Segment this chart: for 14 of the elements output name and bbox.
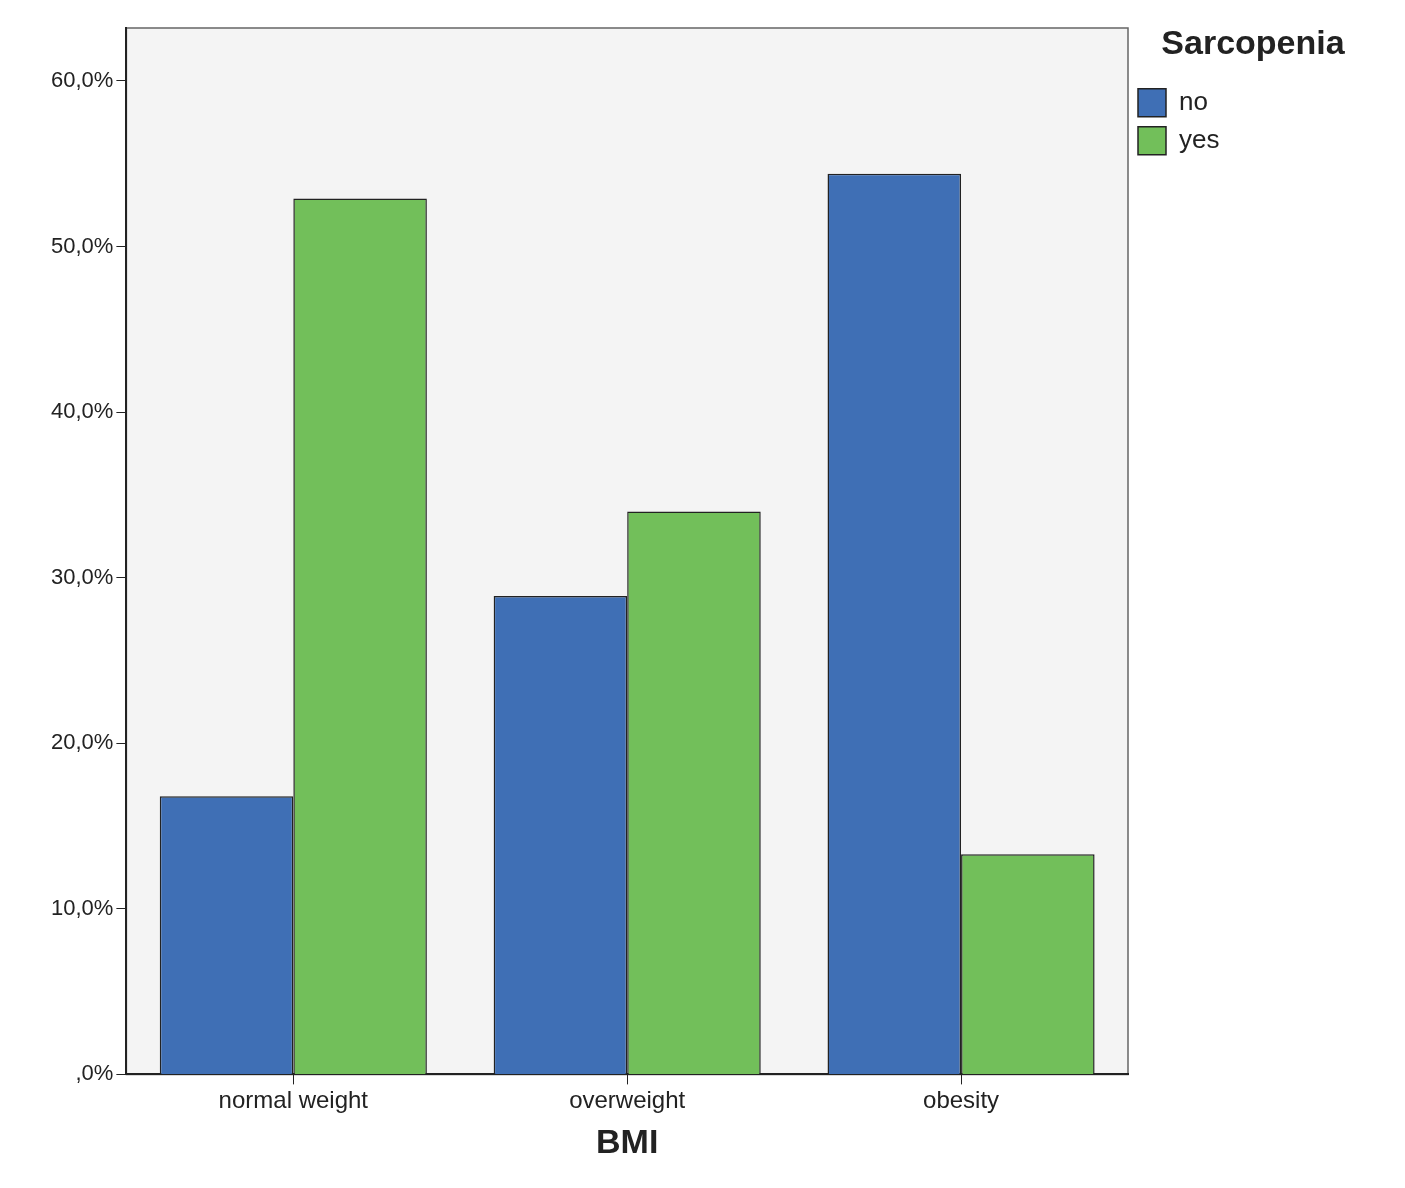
y-tick-label: 30,0%: [50, 563, 114, 589]
legend-label: no: [1179, 85, 1208, 116]
y-tick-label: 20,0%: [50, 729, 114, 755]
legend-title: Sarcopenia: [1161, 23, 1346, 62]
y-tick-label: 40,0%: [50, 398, 114, 424]
x-tick-label: obesity: [923, 1086, 1000, 1114]
x-axis-title: BMI: [596, 1121, 659, 1160]
y-tick-label: 10,0%: [50, 894, 114, 920]
y-tick-label: 50,0%: [50, 232, 114, 258]
legend-label: yes: [1179, 123, 1220, 154]
x-tick-label: overweight: [569, 1086, 686, 1114]
x-tick-label: normal weight: [218, 1086, 369, 1114]
y-tick-label: 60,0%: [50, 67, 114, 93]
y-tick-label: ,0%: [75, 1060, 114, 1086]
